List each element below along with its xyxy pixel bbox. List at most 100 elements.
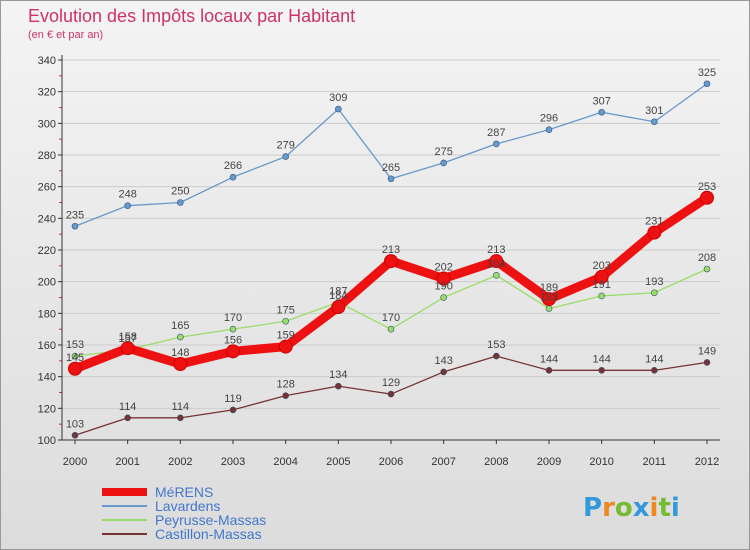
- data-label: 145: [66, 352, 84, 364]
- data-label: 170: [382, 312, 400, 324]
- x-tick-label: 2011: [643, 456, 667, 468]
- y-tick-label: 160: [38, 340, 56, 352]
- x-tick-label: 2009: [537, 456, 561, 468]
- legend: MéRENSLavardensPeyrusse-MassasCastillon-…: [102, 484, 266, 542]
- data-point: [440, 159, 447, 167]
- data-point: [331, 300, 346, 314]
- data-label: 129: [382, 377, 400, 389]
- data-point: [542, 292, 556, 307]
- data-point: [71, 222, 79, 230]
- y-tick-label: 320: [38, 87, 56, 99]
- data-label: 208: [698, 252, 716, 264]
- data-point: [651, 118, 658, 126]
- data-point: [335, 105, 342, 113]
- data-label: 103: [66, 418, 84, 430]
- legend-label: Castillon-Massas: [155, 526, 262, 542]
- data-label: 193: [645, 276, 663, 288]
- logo-letter: i: [671, 493, 680, 523]
- y-tick-label: 240: [38, 213, 56, 225]
- logo-letter: t: [658, 493, 670, 523]
- x-tick-label: 2004: [273, 456, 297, 468]
- data-point: [440, 294, 447, 301]
- data-point: [282, 392, 289, 399]
- x-tick-label: 2003: [221, 456, 245, 468]
- data-point: [229, 173, 237, 181]
- x-tick-label: 2006: [379, 456, 403, 468]
- data-label: 296: [540, 113, 558, 125]
- data-point: [436, 271, 451, 286]
- data-point: [71, 431, 79, 439]
- data-point: [177, 333, 184, 341]
- data-label: 287: [487, 127, 505, 139]
- data-point: [124, 414, 131, 422]
- x-tick-label: 2012: [695, 456, 719, 468]
- data-label: 279: [276, 140, 294, 152]
- data-label: 144: [592, 353, 610, 365]
- x-tick-label: 2000: [63, 456, 87, 468]
- data-label: 128: [276, 379, 294, 391]
- data-point: [229, 406, 237, 414]
- data-point: [335, 382, 342, 390]
- legend-label: Lavardens: [155, 498, 220, 514]
- x-tick-label: 2010: [589, 456, 613, 468]
- y-tick-label: 300: [38, 118, 56, 130]
- data-point: [440, 368, 447, 376]
- y-tick-label: 200: [38, 277, 56, 289]
- logo-letter: i: [650, 493, 659, 523]
- data-point: [229, 325, 237, 333]
- data-point: [177, 199, 184, 206]
- data-point: [387, 175, 395, 183]
- data-point: [173, 357, 188, 371]
- data-label: 143: [434, 355, 452, 367]
- data-label: 204: [487, 258, 505, 270]
- chart-title: Evolution des Impôts locaux par Habitant: [28, 6, 355, 26]
- data-label: 175: [276, 304, 294, 316]
- x-tick-label: 2002: [168, 456, 192, 468]
- data-point: [545, 305, 553, 312]
- data-point: [124, 202, 131, 209]
- data-label: 183: [540, 292, 558, 304]
- data-point: [647, 225, 662, 240]
- logo-letter: o: [615, 493, 633, 523]
- data-point: [384, 254, 398, 269]
- data-point: [598, 292, 605, 300]
- data-point: [282, 317, 289, 325]
- data-label: 250: [171, 186, 189, 198]
- data-point: [598, 108, 605, 116]
- data-point: [177, 414, 184, 422]
- data-label: 191: [592, 279, 610, 291]
- data-labels: 145 158 148 156 159 184 213 202 213 189 203 231 253 2…: [66, 67, 716, 431]
- y-tick-label: 120: [38, 403, 56, 415]
- data-label: 202: [434, 262, 452, 274]
- data-label: 184: [329, 290, 347, 302]
- data-label: 189: [540, 282, 558, 294]
- data-label: 235: [66, 209, 84, 221]
- data-point: [545, 367, 553, 374]
- data-point: [226, 344, 240, 359]
- data-label: 159: [276, 330, 294, 342]
- axes: 100 120 140 160 180 200 220 240 260 280 300 320 340 2…: [38, 55, 720, 468]
- data-label: 165: [171, 320, 189, 332]
- data-label: 114: [172, 401, 190, 413]
- data-point: [703, 265, 711, 273]
- data-label: 149: [698, 345, 716, 357]
- data-label: 144: [645, 353, 663, 365]
- data-point: [120, 341, 135, 356]
- y-tick-label: 220: [38, 245, 56, 257]
- y-tick-label: 280: [38, 150, 56, 162]
- data-label: 203: [592, 260, 610, 272]
- data-point: [278, 339, 293, 354]
- data-point: [71, 352, 79, 360]
- data-point: [651, 367, 658, 374]
- data-label: 213: [382, 244, 400, 256]
- data-label: 158: [118, 331, 136, 343]
- data-label: 153: [487, 339, 505, 351]
- data-label: 153: [66, 339, 84, 351]
- x-tick-label: 2008: [484, 456, 508, 468]
- data-label: 119: [224, 393, 242, 405]
- data-point: [545, 126, 553, 133]
- data-point: [703, 359, 711, 366]
- y-tick-label: 100: [38, 435, 56, 447]
- data-label: 266: [224, 160, 242, 172]
